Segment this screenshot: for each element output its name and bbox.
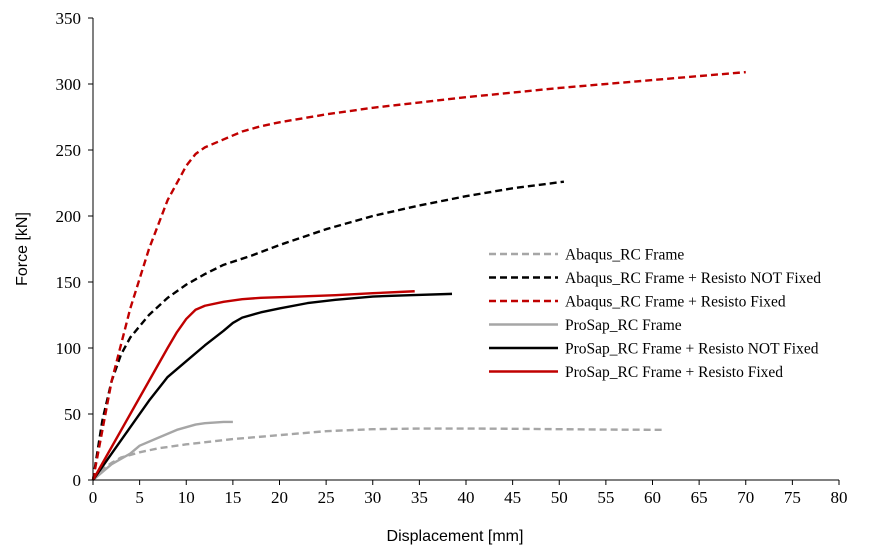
y-tick-label: 250 <box>56 141 82 160</box>
series-line-5 <box>92 292 453 481</box>
x-tick-label: 30 <box>364 488 381 507</box>
x-tick-label: 50 <box>551 488 568 507</box>
legend-label-1: Abaqus_RC Frame <box>565 247 684 264</box>
x-tick-label: 0 <box>89 488 98 507</box>
y-tick-label: 350 <box>56 9 82 28</box>
y-tick-label: 50 <box>64 405 81 424</box>
x-tick-label: 15 <box>224 488 241 507</box>
x-tick-label: 10 <box>178 488 195 507</box>
x-tick-label: 35 <box>411 488 428 507</box>
y-tick-label: 200 <box>56 207 82 226</box>
series-line-1 <box>92 427 662 481</box>
x-tick-label: 5 <box>135 488 144 507</box>
legend-label-5: ProSap_RC Frame + Resisto NOT Fixed <box>565 341 819 358</box>
x-tick-label: 45 <box>504 488 521 507</box>
y-tick-label: 300 <box>56 75 82 94</box>
y-tick-label: 150 <box>56 273 82 292</box>
axes-layer <box>92 18 839 481</box>
legend-label-4: ProSap_RC Frame <box>565 317 682 334</box>
legend: Abaqus_RC Frame Abaqus_RC Frame + Resisto… <box>489 247 821 381</box>
x-axis-title: Displacement [mm] <box>387 528 524 545</box>
legend-label-3: Abaqus_RC Frame + Resisto Fixed <box>565 294 786 311</box>
x-tick-label: 70 <box>737 488 754 507</box>
ticks-layer: 0 50 100 150 200 250 300 350 0 5 10 15 20 25 30 35 40 45 5… <box>56 9 848 507</box>
x-tick-label: 40 <box>458 488 475 507</box>
series-line-3 <box>91 70 746 481</box>
y-tick-label: 0 <box>73 471 82 490</box>
series-line-4 <box>92 420 233 481</box>
x-tick-label: 75 <box>784 488 801 507</box>
y-tick-label: 100 <box>56 339 82 358</box>
x-tick-label: 65 <box>691 488 708 507</box>
x-tick-label: 80 <box>831 488 848 507</box>
y-axis-title: Force [kN] <box>14 212 31 286</box>
legend-label-6: ProSap_RC Frame + Resisto Fixed <box>565 364 783 381</box>
series-layer <box>91 70 746 481</box>
x-tick-label: 55 <box>597 488 614 507</box>
x-tick-label: 60 <box>644 488 661 507</box>
x-tick-label: 25 <box>318 488 335 507</box>
series-line-6 <box>91 290 415 481</box>
x-tick-label: 20 <box>271 488 288 507</box>
legend-label-2: Abaqus_RC Frame + Resisto NOT Fixed <box>565 270 821 287</box>
series-line-2 <box>91 180 565 481</box>
